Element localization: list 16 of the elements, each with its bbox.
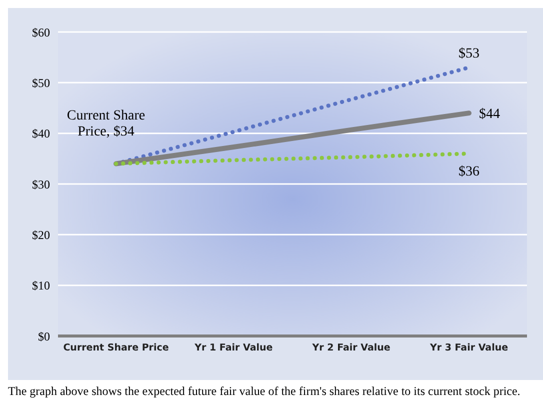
x-tick-label: Yr 1 Fair Value <box>194 342 273 354</box>
x-tick-label: Current Share Price <box>63 342 169 354</box>
data-label: $44 <box>479 107 500 122</box>
data-label: $53 <box>458 46 480 62</box>
y-tick-label: $30 <box>32 177 50 192</box>
y-tick-label: $10 <box>32 278 50 293</box>
y-tick-label: $40 <box>32 126 50 141</box>
y-tick-label: $20 <box>32 228 50 242</box>
data-label: Current Share Price, $34 <box>66 108 146 140</box>
data-label: $36 <box>458 164 480 180</box>
x-tick-label: Yr 2 Fair Value <box>311 342 390 354</box>
x-tick-label: Yr 3 Fair Value <box>428 342 508 354</box>
text: The graph above shows the expected future fair value of the firm's shares relative to its current stock price. <box>8 384 522 399</box>
y-tick-label: $60 <box>32 25 50 40</box>
y-tick-label: $50 <box>32 76 50 90</box>
y-tick-label: $0 <box>38 329 50 344</box>
